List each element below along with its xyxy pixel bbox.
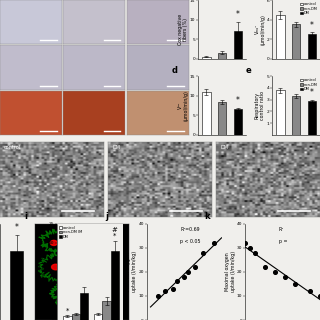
Text: control: control (4, 146, 21, 150)
Bar (234, 31, 242, 59)
Bar (102, 301, 111, 320)
Text: e: e (246, 66, 252, 75)
Bar (308, 34, 316, 59)
Text: R²=0.69: R²=0.69 (180, 228, 200, 232)
Text: i: i (24, 212, 27, 221)
Point (273, 269, 278, 274)
Point (163, 289, 168, 294)
Y-axis label: Vᵀᴼ
(μmol/min/g): Vᵀᴼ (μmol/min/g) (178, 90, 188, 121)
Text: *: * (236, 96, 240, 105)
Bar (80, 293, 88, 320)
Text: *: * (113, 233, 116, 239)
Text: #: # (112, 227, 118, 233)
Bar (292, 24, 300, 59)
Point (283, 274, 288, 279)
Y-axis label: Maximal oxygen
uptake (l/min/kg): Maximal oxygen uptake (l/min/kg) (225, 251, 236, 292)
Point (212, 240, 217, 245)
Y-axis label: Cox negative
fibers (%): Cox negative fibers (%) (178, 14, 188, 45)
Text: *: * (310, 21, 314, 30)
Legend: control, non-DM, DM: control, non-DM, DM (300, 2, 318, 16)
Text: d: d (172, 66, 178, 75)
Bar (218, 102, 227, 135)
Bar (63, 316, 72, 320)
Bar (276, 15, 284, 59)
Point (243, 240, 248, 245)
Point (317, 293, 320, 299)
Point (200, 250, 205, 255)
Point (308, 289, 313, 294)
Bar (218, 53, 227, 59)
Y-axis label: Vₘₐˣ
(μmol/min/g): Vₘₐˣ (μmol/min/g) (254, 14, 265, 45)
Bar (234, 109, 242, 135)
Point (174, 279, 179, 284)
Y-axis label: H₂O₂ production
(pmol/min/mg dw): H₂O₂ production (pmol/min/mg dw) (36, 250, 47, 294)
Legend: control, non-DM IM, DM: control, non-DM IM, DM (59, 226, 83, 239)
Bar (202, 92, 211, 135)
Text: DM: DM (112, 146, 120, 150)
Bar (276, 90, 284, 135)
Text: R²: R² (279, 228, 284, 232)
Text: DM: DM (220, 146, 228, 150)
Point (156, 293, 161, 299)
Y-axis label: Maximal oxygen
uptake (l/min/kg): Maximal oxygen uptake (l/min/kg) (126, 251, 137, 292)
Text: *: * (310, 88, 314, 97)
Point (193, 264, 198, 269)
Text: j: j (106, 212, 108, 221)
Bar (308, 101, 316, 135)
Text: k: k (204, 212, 210, 221)
Point (170, 286, 175, 291)
Text: p =: p = (279, 239, 287, 244)
Point (263, 264, 268, 269)
Legend: control, non-DM, DM: control, non-DM, DM (300, 78, 318, 92)
Bar (72, 314, 80, 320)
Y-axis label: Respiratory
control ratio: Respiratory control ratio (254, 91, 265, 120)
Text: *: * (66, 308, 69, 314)
Point (181, 274, 187, 279)
Bar (202, 57, 211, 59)
Bar (292, 96, 300, 135)
Text: *: * (236, 10, 240, 19)
Text: p < 0.05: p < 0.05 (180, 239, 201, 244)
Text: *: * (15, 223, 19, 232)
Point (252, 250, 258, 255)
Bar (11, 251, 23, 320)
Point (185, 269, 190, 274)
Bar (94, 314, 102, 320)
Bar (111, 251, 119, 320)
Point (292, 281, 298, 286)
Point (248, 245, 253, 250)
